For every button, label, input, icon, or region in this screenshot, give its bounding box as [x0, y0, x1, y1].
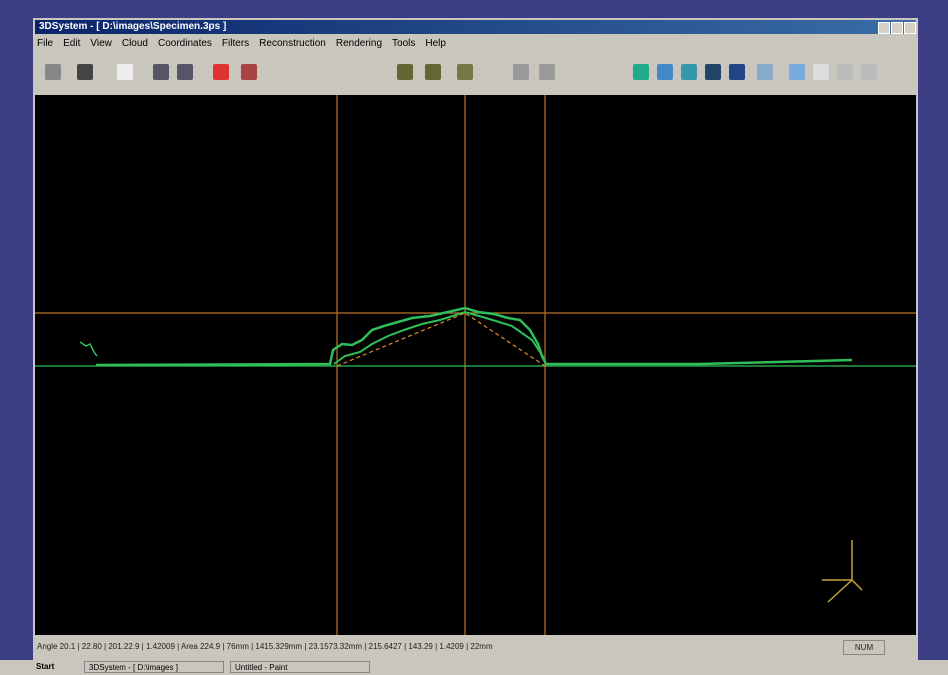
status-indicator: NUM [843, 640, 885, 655]
tool-icon[interactable] [539, 64, 555, 80]
tool-icon[interactable] [117, 64, 133, 80]
tool-icon[interactable] [397, 64, 413, 80]
tool-icon[interactable] [457, 64, 473, 80]
menu-item[interactable]: Filters [221, 38, 250, 49]
tool-icon[interactable] [45, 64, 61, 80]
3d-viewport[interactable] [35, 95, 916, 635]
menu-item[interactable]: Rendering [335, 38, 383, 49]
tool-icon[interactable] [757, 64, 773, 80]
tool-icon[interactable] [657, 64, 673, 80]
axis-indicator [822, 540, 863, 603]
status-text: Angle 20.1 | 22.80 | 201.22.9 | 1.42009 … [37, 642, 493, 651]
start-button[interactable]: Start [36, 662, 55, 671]
profile-inner [333, 310, 545, 365]
tool-icon[interactable] [681, 64, 697, 80]
menu-item[interactable]: File [37, 38, 54, 49]
title-bar: 3DSystem - [ D:\images\Specimen.3ps ] [35, 20, 916, 34]
tool-icon[interactable] [213, 64, 229, 80]
profile-curve [95, 306, 853, 367]
tool-icon[interactable] [789, 64, 805, 80]
app-window: 3DSystem - [ D:\images\Specimen.3ps ] Fi… [33, 18, 918, 660]
taskbar: Start 3DSystem - [ D:\images ] Untitled -… [0, 660, 948, 675]
tool-icon[interactable] [513, 64, 529, 80]
tool-icon[interactable] [177, 64, 193, 80]
menu-item[interactable]: Help [425, 38, 446, 49]
tool-icon[interactable] [813, 64, 829, 80]
tool-icon[interactable] [153, 64, 169, 80]
task-button[interactable]: Untitled - Paint [230, 661, 370, 673]
tool-icon[interactable] [837, 64, 853, 80]
minimize-button[interactable] [878, 22, 890, 34]
maximize-button[interactable] [891, 22, 903, 34]
tool-icon[interactable] [705, 64, 721, 80]
status-bar: Angle 20.1 | 22.80 | 201.22.9 | 1.42009 … [35, 639, 916, 655]
window-title: 3DSystem - [ D:\images\Specimen.3ps ] [39, 21, 227, 32]
menu-item[interactable]: Edit [63, 38, 81, 49]
toolbar [37, 56, 913, 90]
tool-icon[interactable] [633, 64, 649, 80]
close-button[interactable] [904, 22, 916, 34]
tool-icon[interactable] [425, 64, 441, 80]
menu-item[interactable]: Coordinates [158, 38, 212, 49]
crosshair-lines [35, 95, 916, 635]
tool-icon[interactable] [241, 64, 257, 80]
menu-bar: File Edit View Cloud Coordinates Filters Recon… [37, 38, 446, 52]
tool-icon[interactable] [861, 64, 877, 80]
profile-fragment [79, 341, 98, 357]
menu-item[interactable]: View [90, 38, 112, 49]
tool-icon[interactable] [729, 64, 745, 80]
menu-item[interactable]: Cloud [121, 38, 148, 49]
menu-item[interactable]: Reconstruction [259, 38, 326, 49]
menu-item[interactable]: Tools [392, 38, 416, 49]
task-button[interactable]: 3DSystem - [ D:\images ] [84, 661, 224, 673]
tool-icon[interactable] [77, 64, 93, 80]
